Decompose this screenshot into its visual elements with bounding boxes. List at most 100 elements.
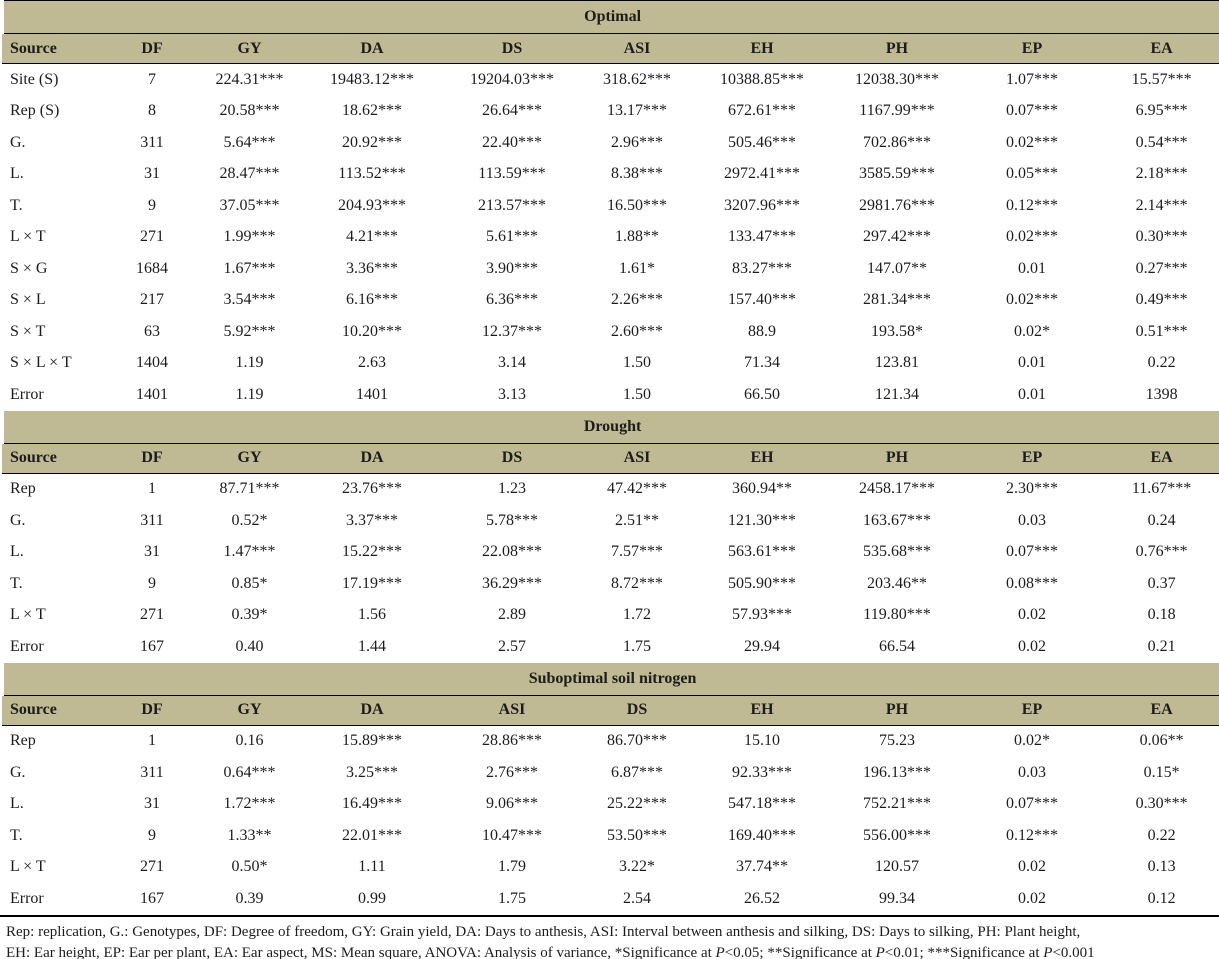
table-row: G. 311 0.64*** 3.25*** 2.76*** 6.87*** 92.33**… <box>2 757 1219 789</box>
row-value: 20.58*** <box>197 95 302 127</box>
row-value: 15.22*** <box>302 536 442 568</box>
footnote-fragment: <0.01; ***Significance at <box>884 944 1044 959</box>
row-value: 1.33** <box>197 820 302 852</box>
row-value: 1.72 <box>582 599 692 631</box>
row-value: 99.34 <box>832 883 962 915</box>
row-value: 0.22 <box>1102 820 1219 852</box>
row-value: 1404 <box>107 347 197 379</box>
row-value: 3.54*** <box>197 284 302 316</box>
table-row: Rep 1 87.71*** 23.76*** 1.23 47.42*** 360.94**… <box>2 473 1219 505</box>
row-value: 2.57 <box>442 631 582 663</box>
row-value: 0.99 <box>302 883 442 915</box>
row-value: 22.40*** <box>442 127 582 159</box>
row-value: 2.76*** <box>442 757 582 789</box>
row-source-label: T. <box>2 820 107 852</box>
row-value: 1.19 <box>197 379 302 411</box>
row-value: 193.58* <box>832 316 962 348</box>
row-value: 2981.76*** <box>832 190 962 222</box>
table-row: T. 9 1.33** 22.01*** 10.47*** 53.50*** 169.40*… <box>2 820 1219 852</box>
section-title-row: Suboptimal soil nitrogen <box>0 662 1219 696</box>
row-value: 556.00*** <box>832 820 962 852</box>
table-row: S × L 217 3.54*** 6.16*** 6.36*** 2.26*** 157.… <box>2 284 1219 316</box>
row-source-label: Site (S) <box>2 63 107 96</box>
row-value: 9 <box>107 820 197 852</box>
row-value: 11.67*** <box>1102 473 1219 505</box>
row-value: 3.90*** <box>442 253 582 285</box>
row-value: 0.54*** <box>1102 127 1219 159</box>
row-value: 75.23 <box>832 725 962 757</box>
row-value: 0.02 <box>962 851 1102 883</box>
row-value: 3.22* <box>582 851 692 883</box>
row-value: 0.49*** <box>1102 284 1219 316</box>
section-title-2: Suboptimal soil nitrogen <box>0 662 1219 696</box>
row-value: 505.46*** <box>692 127 832 159</box>
row-value: 0.64*** <box>197 757 302 789</box>
table-row: L × T 271 0.50* 1.11 1.79 3.22* 37.74** 120.57 0… <box>2 851 1219 883</box>
row-value: 66.50 <box>692 379 832 411</box>
row-value: 3207.96*** <box>692 190 832 222</box>
row-value: 157.40*** <box>692 284 832 316</box>
row-value: 281.34*** <box>832 284 962 316</box>
row-value: 0.27*** <box>1102 253 1219 285</box>
row-value: 271 <box>107 221 197 253</box>
column-header: ASI <box>582 33 692 64</box>
row-value: 297.42*** <box>832 221 962 253</box>
row-value: 169.40*** <box>692 820 832 852</box>
row-value: 12038.30*** <box>832 63 962 96</box>
row-source-label: G. <box>2 505 107 537</box>
row-value: 120.57 <box>832 851 962 883</box>
row-value: 0.02 <box>962 883 1102 915</box>
table-row: S × L × T 1404 1.19 2.63 3.14 1.50 71.34 123.81… <box>2 347 1219 379</box>
footnote-line-1: Rep: replication, G.: Genotypes, DF: Deg… <box>6 923 1081 940</box>
row-value: 7 <box>107 63 197 96</box>
row-value: 0.07*** <box>962 536 1102 568</box>
row-value: 31 <box>107 788 197 820</box>
row-value: 0.30*** <box>1102 221 1219 253</box>
footnote-fragment: <0.001 <box>1052 944 1095 959</box>
row-value: 63 <box>107 316 197 348</box>
row-value: 19204.03*** <box>442 63 582 96</box>
row-value: 318.62*** <box>582 63 692 96</box>
row-value: 26.52 <box>692 883 832 915</box>
row-value: 0.02* <box>962 725 1102 757</box>
table-row: T. 9 37.05*** 204.93*** 213.57*** 16.50*** 320… <box>2 190 1219 222</box>
row-value: 0.02*** <box>962 284 1102 316</box>
row-value: 0.24 <box>1102 505 1219 537</box>
row-value: 119.80*** <box>832 599 962 631</box>
row-value: 1.19 <box>197 347 302 379</box>
column-header: DA <box>302 33 442 64</box>
row-source-label: Rep <box>2 473 107 505</box>
column-header: GY <box>197 443 302 474</box>
column-header: DF <box>107 33 197 64</box>
row-value: 15.89*** <box>302 725 442 757</box>
row-value: 47.42*** <box>582 473 692 505</box>
row-value: 6.16*** <box>302 284 442 316</box>
column-header: DF <box>107 695 197 726</box>
row-value: 311 <box>107 757 197 789</box>
table-row: L. 31 1.72*** 16.49*** 9.06*** 25.22*** 547.18… <box>2 788 1219 820</box>
column-header: GY <box>197 695 302 726</box>
column-header-row: Source DF GY DA DS ASI EH PH EP EA <box>2 443 1219 474</box>
footnote-fragment: <0.05; **Significance at <box>724 944 876 959</box>
table-row: Rep 1 0.16 15.89*** 28.86*** 86.70*** 15.10 75.… <box>2 725 1219 757</box>
row-value: 10.20*** <box>302 316 442 348</box>
column-header: PH <box>832 443 962 474</box>
footnote-p-symbol: P <box>715 944 725 959</box>
row-value: 26.64*** <box>442 95 582 127</box>
column-header: Source <box>2 695 107 726</box>
row-value: 0.22 <box>1102 347 1219 379</box>
table-row: G. 311 5.64*** 20.92*** 22.40*** 2.96*** 505.4… <box>2 127 1219 159</box>
row-value: 7.57*** <box>582 536 692 568</box>
row-value: 86.70*** <box>582 725 692 757</box>
row-value: 1.88** <box>582 221 692 253</box>
row-value: 53.50*** <box>582 820 692 852</box>
row-value: 18.62*** <box>302 95 442 127</box>
table-row: L. 31 1.47*** 15.22*** 22.08*** 7.57*** 563.61… <box>2 536 1219 568</box>
row-source-label: S × L × T <box>2 347 107 379</box>
table-row: L. 31 28.47*** 113.52*** 113.59*** 8.38*** 297… <box>2 158 1219 190</box>
row-value: 2.51** <box>582 505 692 537</box>
row-source-label: L × T <box>2 599 107 631</box>
row-value: 0.18 <box>1102 599 1219 631</box>
row-source-label: Rep <box>2 725 107 757</box>
row-value: 13.17*** <box>582 95 692 127</box>
